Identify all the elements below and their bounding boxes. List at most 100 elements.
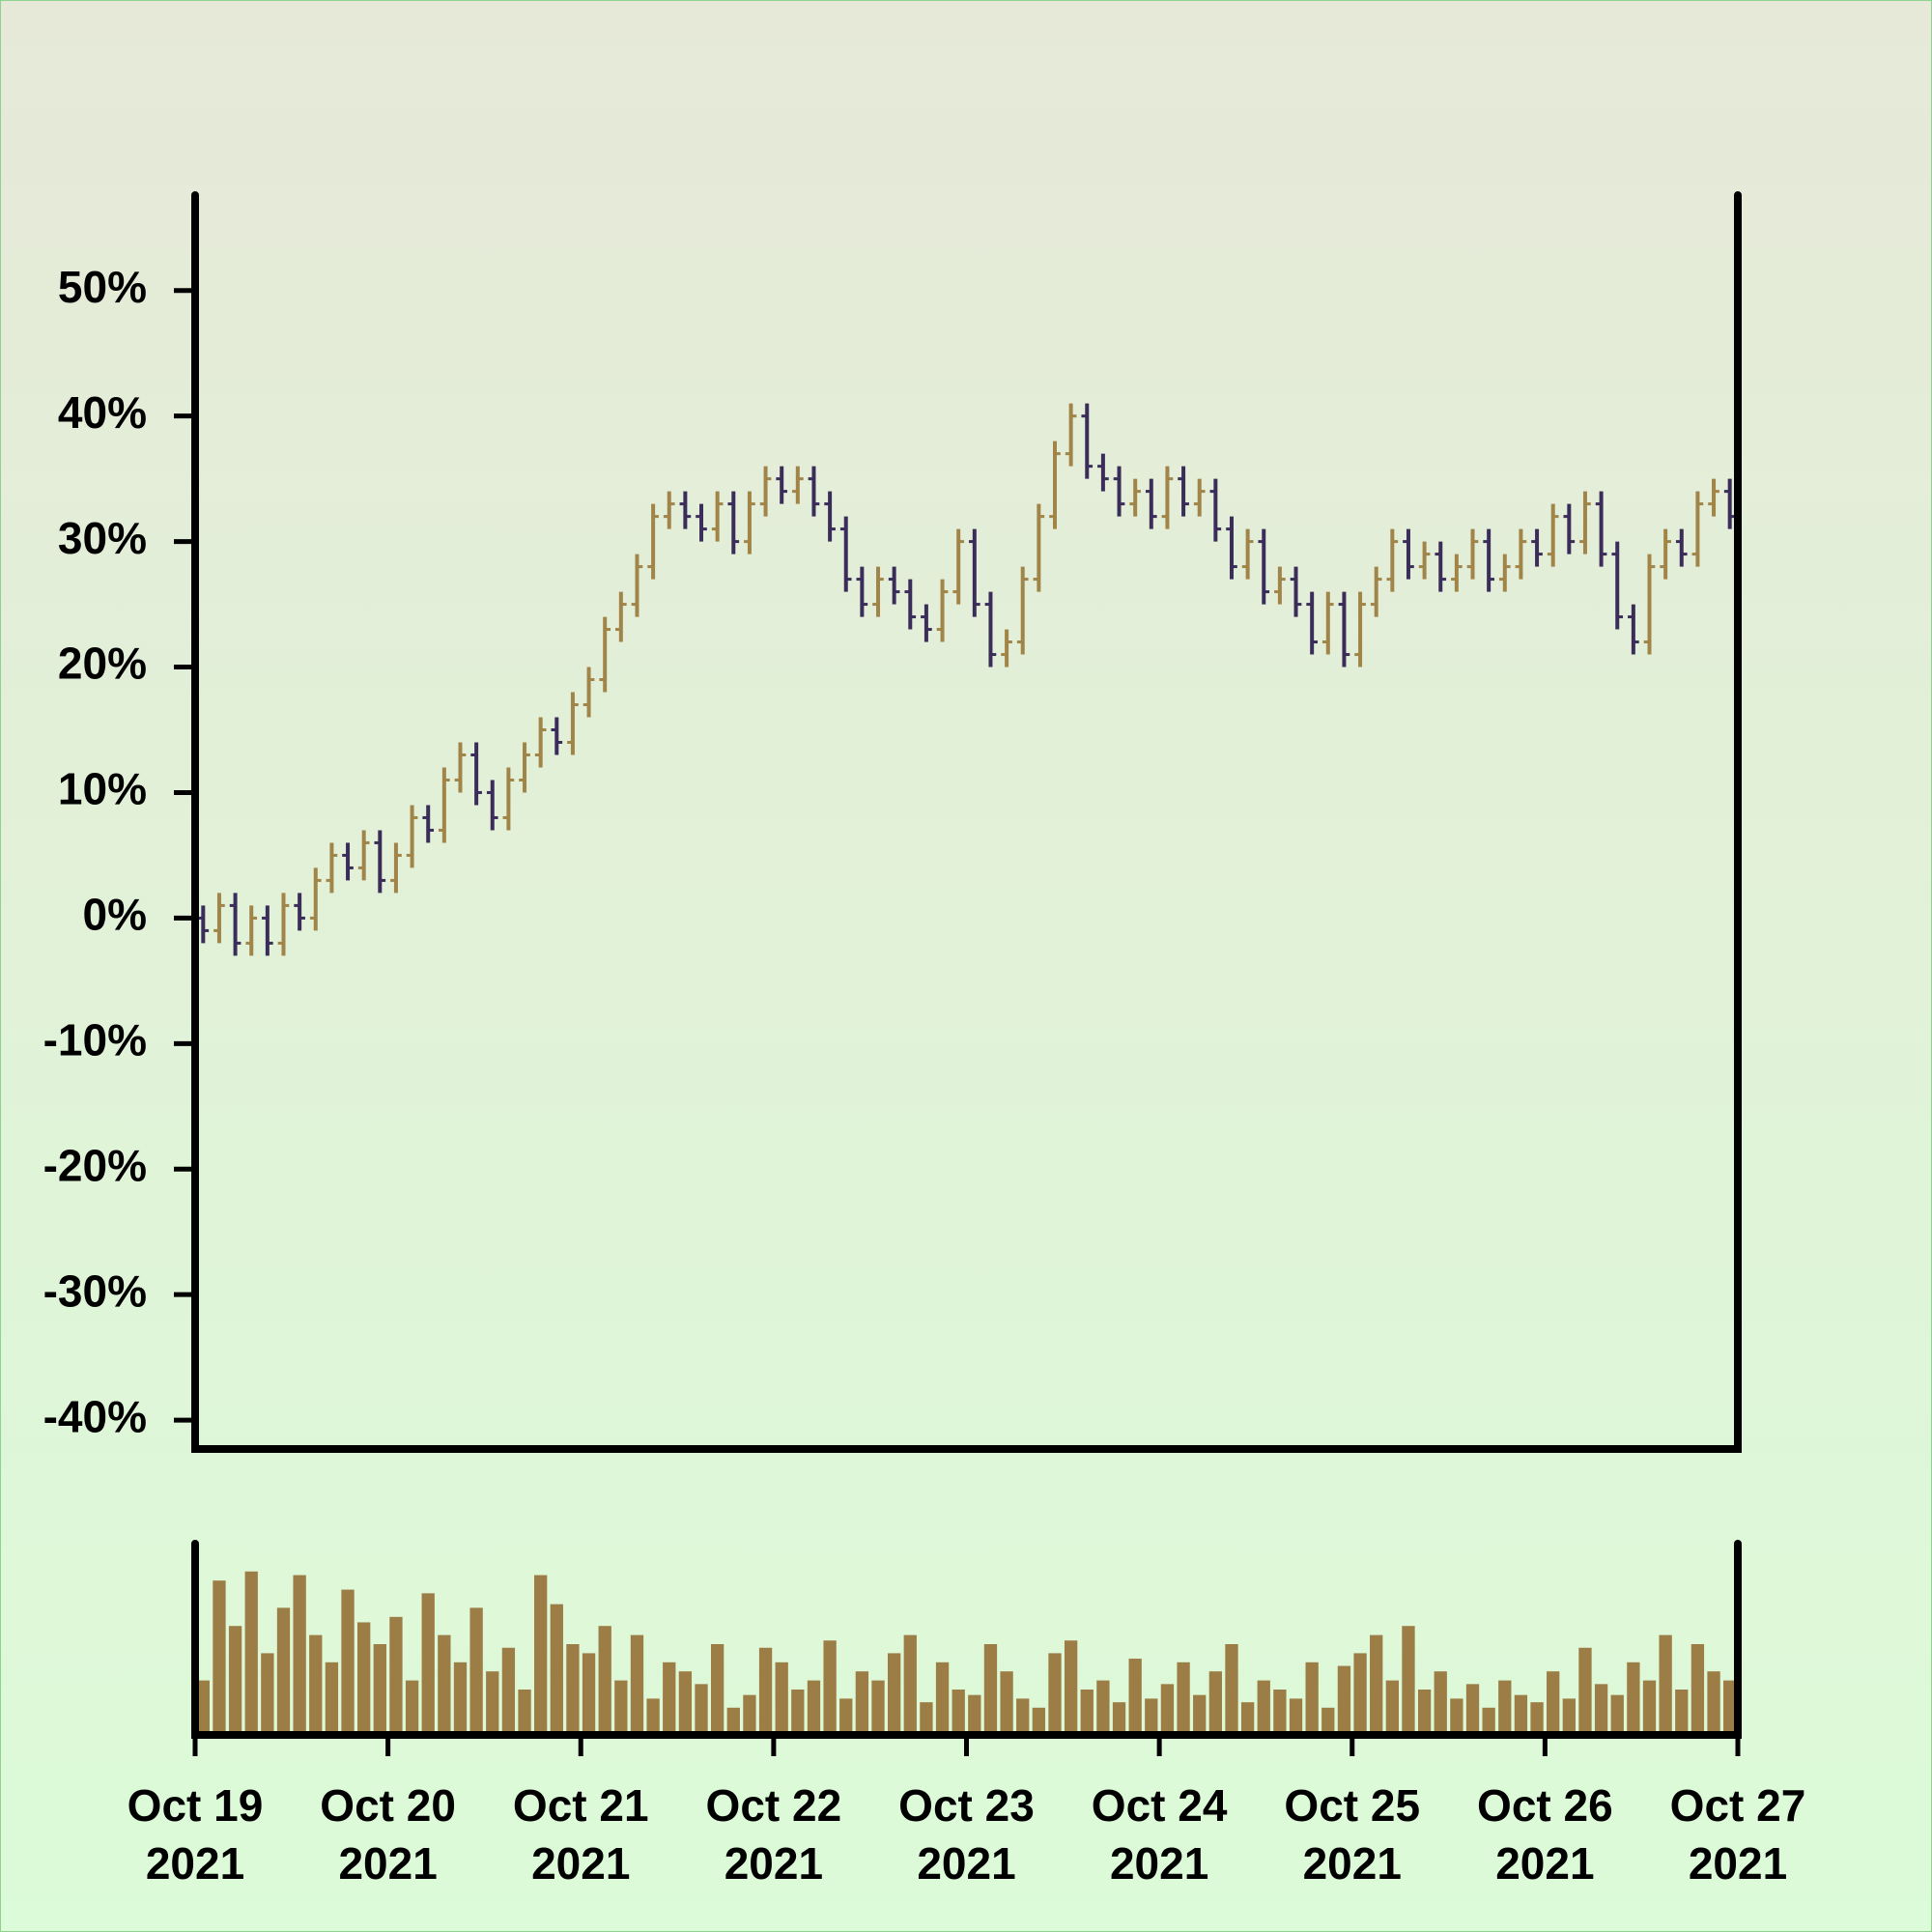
volume-bar (228, 1626, 242, 1735)
x-tick-label: Oct 19 2021 (127, 1780, 264, 1889)
volume-bar (1659, 1634, 1672, 1735)
x-tick-label: Oct 22 2021 (705, 1780, 842, 1889)
volume-bar (1547, 1671, 1560, 1735)
x-tick-label: Oct 26 2021 (1477, 1780, 1613, 1889)
volume-bar (1305, 1662, 1319, 1735)
y-tick-label: 20% (58, 639, 147, 689)
y-tick-label: 50% (58, 262, 147, 312)
volume-bar (1498, 1680, 1512, 1735)
x-tick-label: Oct 27 2021 (1669, 1780, 1806, 1889)
volume-bar (887, 1653, 901, 1735)
volume-bar (1240, 1702, 1255, 1735)
volume-bar (1177, 1662, 1190, 1735)
volume-bar (1160, 1684, 1175, 1735)
volume-bar (213, 1580, 226, 1735)
volume-bar (357, 1622, 371, 1735)
volume-bar (1690, 1644, 1705, 1735)
volume-bar (309, 1634, 323, 1735)
volume-bar (373, 1644, 386, 1735)
volume-bar (534, 1575, 548, 1735)
volume-bar (1145, 1698, 1158, 1735)
volume-bar (791, 1690, 805, 1735)
volume-bar (486, 1671, 499, 1735)
volume-bar (823, 1640, 837, 1735)
volume-bar (743, 1694, 756, 1735)
volume-bar (1482, 1707, 1495, 1735)
volume-bar (903, 1634, 917, 1735)
volume-bar (1112, 1702, 1126, 1735)
volume-bar (1128, 1659, 1142, 1735)
x-tick-label: Oct 23 2021 (898, 1780, 1035, 1889)
y-tick-label: -30% (43, 1265, 147, 1316)
volume-bar (1048, 1653, 1062, 1735)
volume-bar (1080, 1690, 1094, 1735)
volume-bar (501, 1647, 516, 1735)
volume-bar (839, 1698, 853, 1735)
volume-bar (276, 1607, 291, 1735)
volume-bar (695, 1684, 708, 1735)
volume-bar (630, 1634, 644, 1735)
volume-bar (1096, 1680, 1110, 1735)
volume-bar (325, 1662, 339, 1735)
volume-bar (726, 1707, 740, 1735)
volume-bar (1514, 1694, 1528, 1735)
y-tick-label: -40% (43, 1391, 147, 1441)
volume-bar (614, 1680, 628, 1735)
volume-bar (1353, 1653, 1367, 1735)
volume-axis-frame (191, 1540, 1742, 1739)
volume-bar (1064, 1640, 1078, 1735)
volume-bar (1675, 1690, 1689, 1735)
x-tick-label: Oct 24 2021 (1091, 1780, 1228, 1889)
volume-bar (1465, 1684, 1480, 1735)
volume-bar (389, 1616, 403, 1735)
volume-bar (1723, 1680, 1737, 1735)
price-axis-frame (191, 191, 1742, 1453)
volume-bar (1627, 1662, 1640, 1735)
volume-bar (196, 1680, 210, 1735)
volume-bar (1225, 1644, 1238, 1735)
volume-bar (1370, 1634, 1383, 1735)
y-tick-label: 30% (58, 513, 147, 563)
volume-bar (855, 1671, 869, 1735)
volume-bar (871, 1680, 885, 1735)
volume-bar (1337, 1665, 1351, 1735)
volume-bar (1016, 1698, 1030, 1735)
volume-bar (952, 1690, 965, 1735)
volume-bar (244, 1571, 258, 1735)
volume-bar (1385, 1680, 1399, 1735)
volume-bar (1594, 1684, 1608, 1735)
volume-bar (710, 1644, 724, 1735)
volume-bar (438, 1634, 451, 1735)
volume-bar (1578, 1647, 1592, 1735)
volume-bar (758, 1647, 773, 1735)
y-tick-label: 0% (83, 890, 147, 940)
volume-bar (598, 1626, 611, 1735)
x-tick-label: Oct 21 2021 (512, 1780, 649, 1889)
y-tick-label: 40% (58, 387, 147, 438)
volume-bar (261, 1653, 274, 1735)
volume-bar (1450, 1698, 1463, 1735)
volume-bar (1642, 1680, 1657, 1735)
volume-bar (983, 1644, 998, 1735)
volume-bar (935, 1662, 950, 1735)
volume-bar (920, 1702, 933, 1735)
volume-bar (1000, 1671, 1013, 1735)
volume-bar (469, 1607, 483, 1735)
volume-bar (1257, 1680, 1270, 1735)
volume-bar (807, 1680, 821, 1735)
volume-bar (518, 1690, 531, 1735)
volume-bar (1273, 1690, 1287, 1735)
volume-bar (663, 1662, 676, 1735)
x-tick-label: Oct 20 2021 (320, 1780, 456, 1889)
volume-bar (582, 1653, 596, 1735)
volume-bar (405, 1680, 419, 1735)
y-tick-label: 10% (58, 764, 147, 814)
volume-bar (550, 1604, 563, 1735)
volume-bar (1707, 1671, 1720, 1735)
volume-bar (1032, 1707, 1046, 1735)
volume-bar (1417, 1690, 1432, 1735)
volume-bar (1208, 1671, 1223, 1735)
volume-bar (646, 1698, 660, 1735)
